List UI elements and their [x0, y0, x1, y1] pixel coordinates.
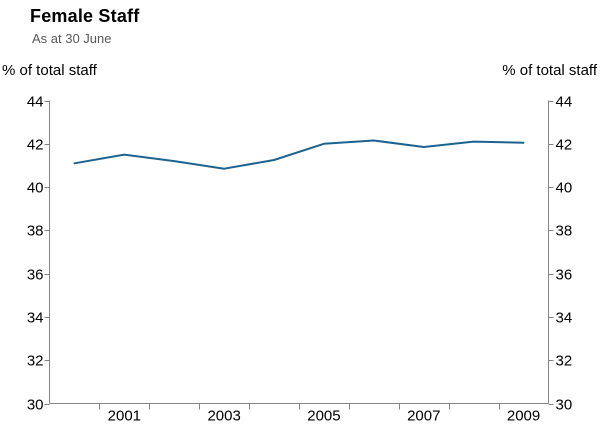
left-y-tick-label: 44 [27, 94, 44, 111]
x-tick-label: 2003 [207, 408, 240, 425]
x-tick-label: 2005 [307, 408, 340, 425]
left-axis-unit-label: % of total staff [2, 62, 97, 79]
right-y-tick-label: 34 [556, 310, 573, 327]
left-y-tick-label: 36 [27, 267, 44, 284]
female-staff-line [73, 139, 525, 170]
chart-title: Female Staff [30, 6, 140, 26]
left-y-tick-label: 42 [27, 137, 44, 154]
chart-subtitle: As at 30 June [32, 31, 112, 46]
right-y-tick-label: 40 [556, 180, 573, 197]
left-y-tick-label: 40 [27, 180, 44, 197]
left-y-tick-label: 38 [27, 223, 44, 240]
x-tick-label: 2009 [507, 408, 540, 425]
left-y-tick-label: 34 [27, 310, 44, 327]
right-y-tick-label: 44 [556, 94, 573, 111]
left-y-tick-label: 32 [27, 353, 44, 370]
left-y-tick-label: 30 [27, 397, 44, 414]
right-y-tick-label: 38 [556, 223, 573, 240]
right-y-tick-label: 36 [556, 267, 573, 284]
right-y-tick-label: 30 [556, 397, 573, 414]
right-y-tick-label: 32 [556, 353, 573, 370]
x-tick-label: 2001 [108, 408, 141, 425]
right-y-tick-label: 42 [556, 137, 573, 154]
right-axis-unit-label: % of total staff [502, 62, 597, 79]
x-tick-label: 2007 [407, 408, 440, 425]
